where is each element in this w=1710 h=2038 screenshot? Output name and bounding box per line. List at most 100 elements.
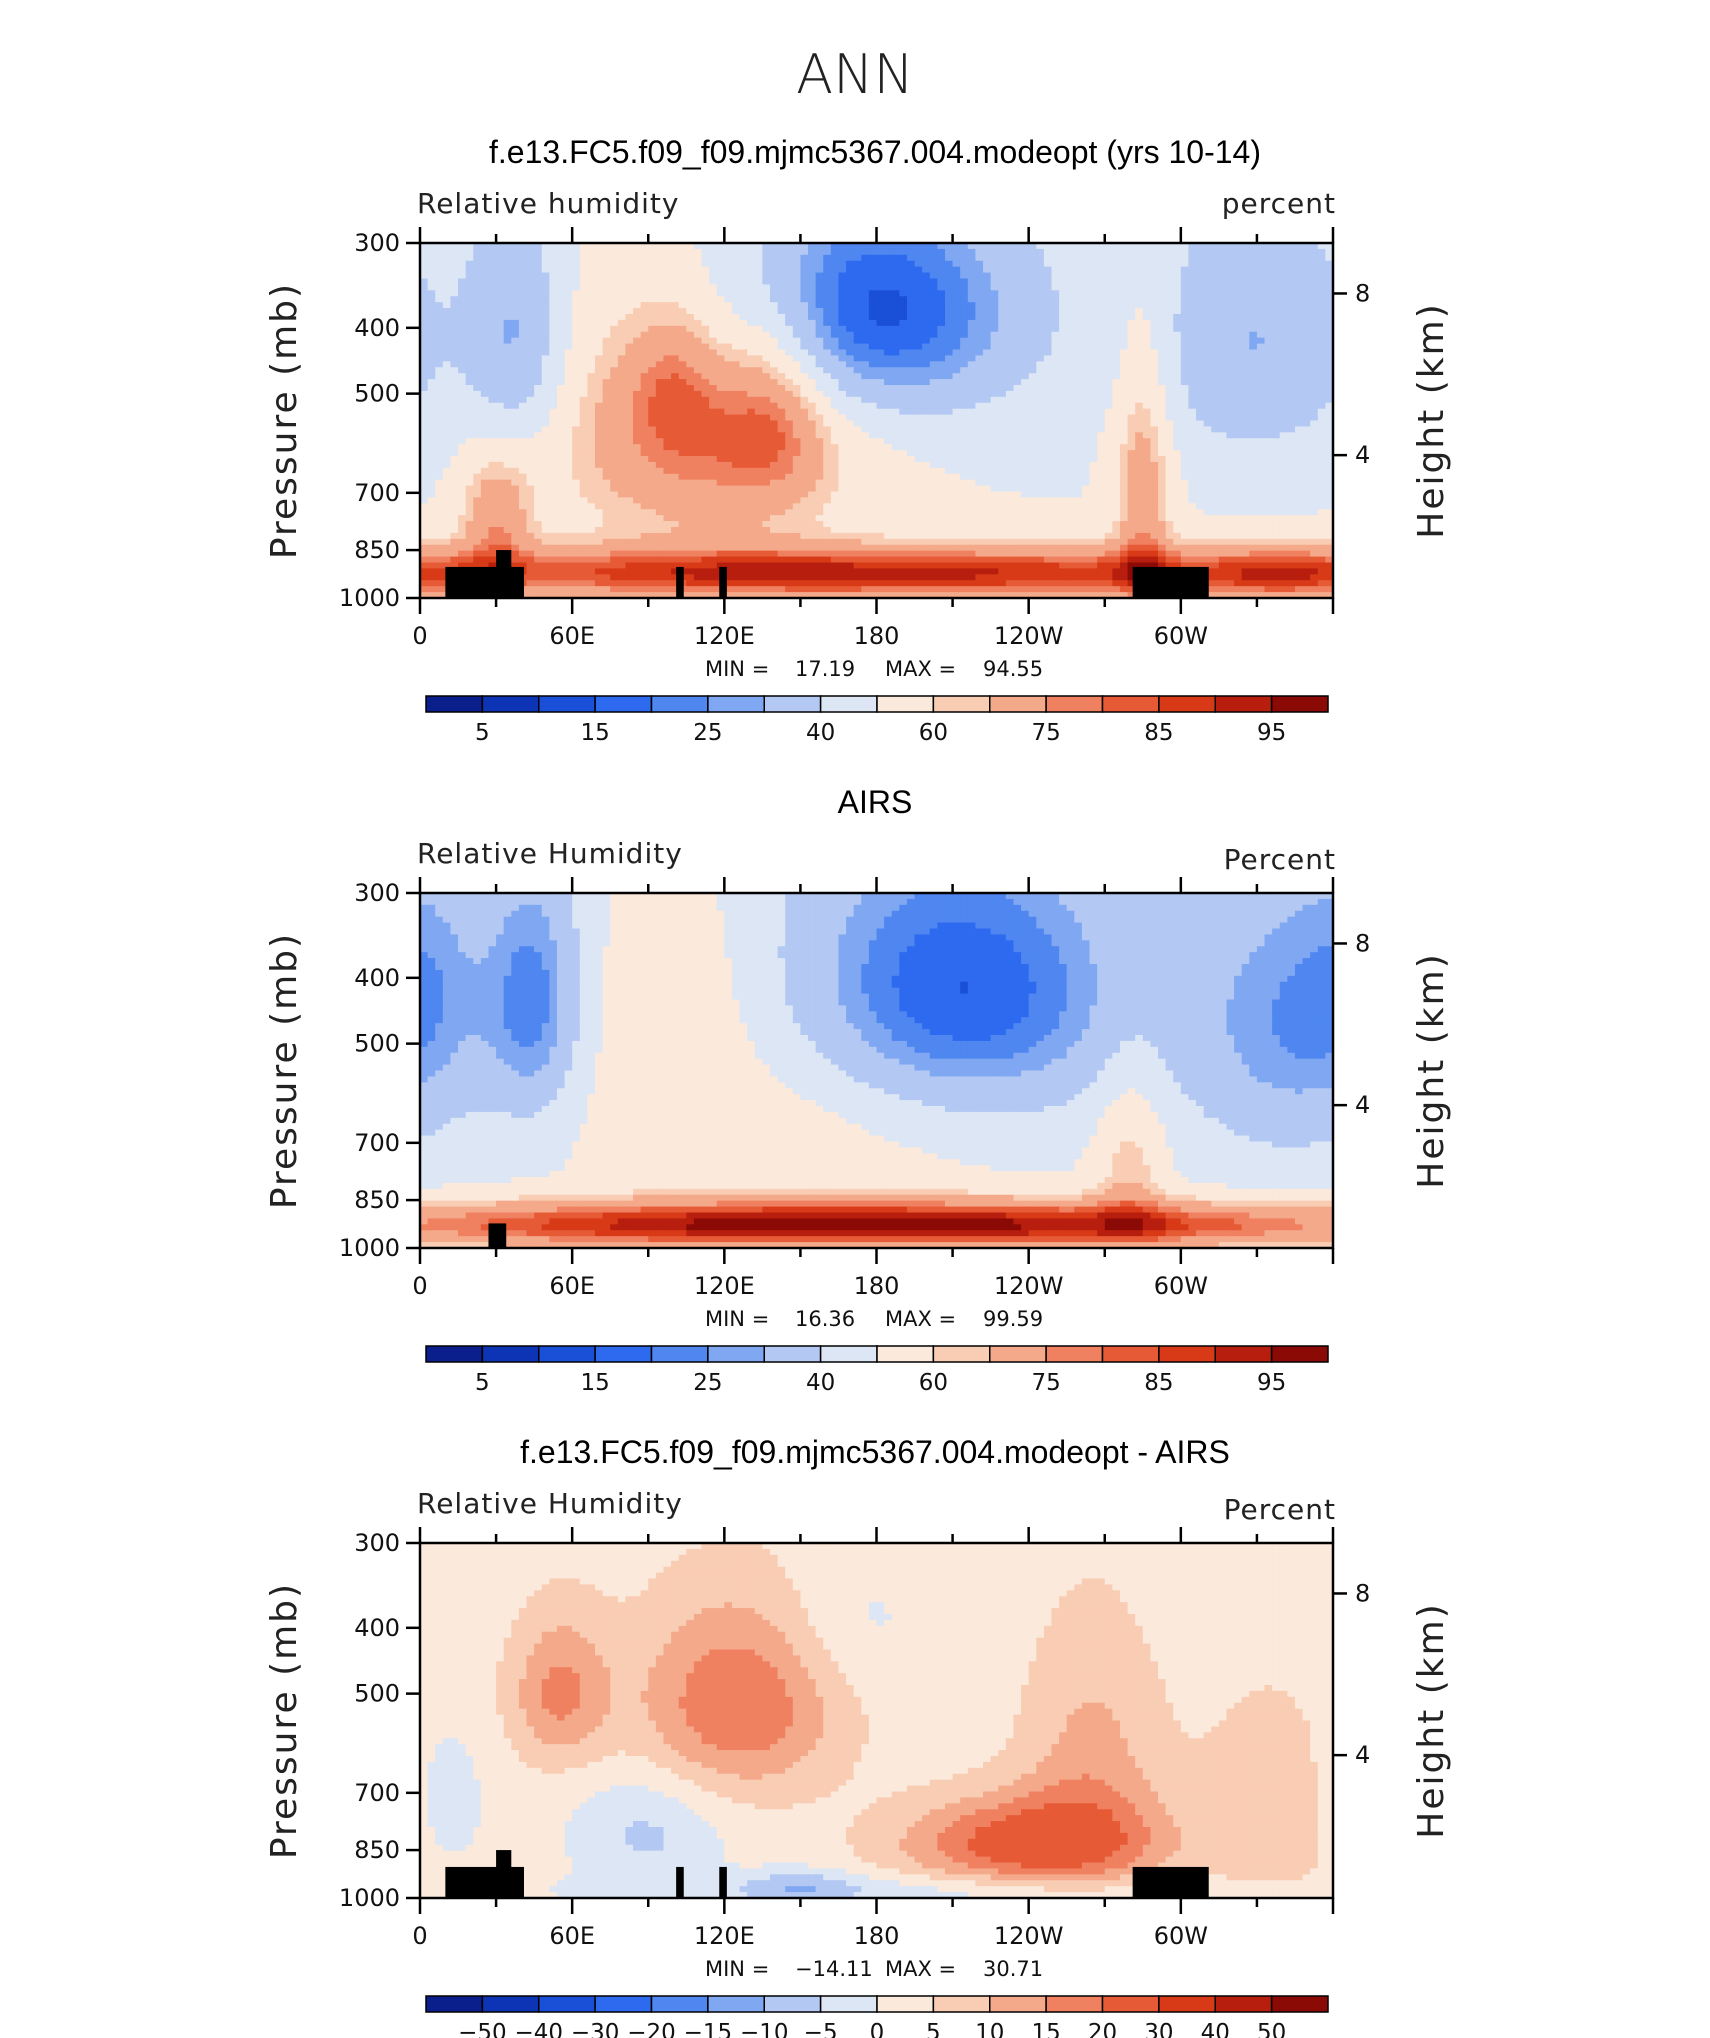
contour-cell bbox=[617, 408, 627, 416]
contour-cell bbox=[754, 456, 763, 463]
contour-cell bbox=[1325, 319, 1333, 327]
contour-cell bbox=[914, 296, 923, 303]
contour-cell bbox=[1059, 296, 1068, 303]
contour-cell bbox=[785, 396, 794, 404]
contour-cell bbox=[1180, 450, 1190, 457]
contour-cell bbox=[944, 379, 954, 386]
contour-cell bbox=[1272, 302, 1281, 309]
contour-cell bbox=[473, 254, 482, 262]
contour-cell bbox=[1180, 272, 1190, 280]
contour-cell bbox=[1234, 402, 1243, 410]
contour-cell bbox=[967, 272, 977, 280]
contour-cell bbox=[861, 444, 870, 451]
contour-cell bbox=[952, 426, 961, 433]
contour-cell bbox=[762, 479, 771, 487]
contour-cell bbox=[701, 385, 710, 392]
contour-cell bbox=[534, 331, 543, 339]
contour-cell bbox=[1150, 319, 1159, 327]
contour-cell bbox=[929, 296, 938, 303]
contour-cell bbox=[1165, 373, 1174, 380]
contour-cell bbox=[587, 379, 596, 386]
contour-cell bbox=[808, 385, 817, 392]
contour-cell bbox=[1310, 266, 1319, 274]
contour-cell bbox=[1249, 355, 1258, 362]
contour-cell bbox=[640, 390, 649, 398]
contour-cell bbox=[876, 290, 885, 297]
contour-cell bbox=[534, 379, 543, 386]
contour-cell bbox=[998, 308, 1007, 315]
contour-cell bbox=[1066, 331, 1075, 339]
contour-cell bbox=[1021, 479, 1030, 487]
contour-cell bbox=[458, 467, 467, 475]
contour-cell bbox=[480, 260, 490, 268]
contour-cell bbox=[1089, 260, 1098, 268]
contour-cell bbox=[1051, 408, 1060, 416]
contour-cell bbox=[1013, 379, 1022, 386]
contour-cell bbox=[503, 266, 512, 274]
contour-cell bbox=[823, 296, 832, 303]
contour-cell bbox=[1256, 248, 1266, 256]
contour-cell bbox=[625, 402, 634, 410]
contour-cell bbox=[693, 260, 703, 268]
contour-cell bbox=[663, 473, 672, 481]
contour-cell bbox=[1021, 254, 1030, 262]
contour-cell bbox=[1142, 373, 1151, 380]
contour-cell bbox=[602, 438, 611, 445]
contour-cell bbox=[1074, 290, 1083, 297]
contour-cell bbox=[488, 456, 497, 463]
contour-cell bbox=[990, 385, 999, 392]
contour-cell bbox=[1196, 314, 1205, 321]
contour-cell bbox=[792, 361, 802, 368]
contour-cell bbox=[526, 408, 535, 416]
contour-cell bbox=[1142, 296, 1151, 303]
contour-cell bbox=[1256, 302, 1266, 309]
contour-cell bbox=[906, 308, 916, 315]
contour-cell bbox=[1249, 390, 1258, 398]
contour-cell bbox=[473, 349, 482, 357]
contour-cell bbox=[587, 248, 596, 256]
contour-cell bbox=[868, 343, 878, 351]
contour-cell bbox=[1036, 355, 1045, 362]
contour-cell bbox=[1310, 396, 1319, 404]
contour-cell bbox=[1264, 385, 1273, 392]
contour-cell bbox=[1165, 314, 1174, 321]
contour-cell bbox=[731, 319, 741, 327]
contour-cell bbox=[1279, 331, 1288, 339]
contour-cell bbox=[526, 254, 535, 262]
contour-cell bbox=[1218, 266, 1228, 274]
contour-cell bbox=[800, 296, 809, 303]
contour-cell bbox=[967, 485, 977, 493]
contour-cell bbox=[861, 426, 870, 433]
contour-cell bbox=[1028, 414, 1037, 422]
contour-cell bbox=[808, 314, 817, 321]
contour-cell bbox=[488, 290, 497, 297]
contour-cell bbox=[503, 485, 512, 493]
contour-cell bbox=[435, 379, 444, 386]
contour-cell bbox=[1119, 278, 1129, 286]
contour-cell bbox=[876, 343, 885, 351]
contour-cell bbox=[891, 349, 900, 357]
contour-cell bbox=[534, 243, 543, 250]
contour-cell bbox=[1021, 426, 1030, 433]
contour-cell bbox=[1325, 260, 1333, 268]
contour-cell bbox=[800, 290, 809, 297]
contour-cell bbox=[442, 396, 452, 404]
contour-cell bbox=[1112, 331, 1121, 339]
contour-cell bbox=[716, 426, 725, 433]
contour-cell bbox=[1051, 367, 1060, 374]
contour-cell bbox=[944, 414, 954, 422]
contour-cell bbox=[633, 450, 642, 457]
contour-cell bbox=[823, 402, 832, 410]
contour-cell bbox=[929, 461, 938, 469]
contour-cell bbox=[1142, 319, 1151, 327]
contour-cell bbox=[1196, 367, 1205, 374]
contour-cell bbox=[1165, 290, 1174, 297]
contour-cell bbox=[998, 343, 1007, 351]
contour-cell bbox=[579, 361, 588, 368]
contour-cell bbox=[587, 331, 596, 339]
contour-cell bbox=[1234, 337, 1243, 345]
contour-cell bbox=[815, 408, 824, 416]
contour-cell bbox=[1272, 473, 1281, 481]
contour-cell bbox=[427, 243, 436, 250]
contour-cell bbox=[1294, 473, 1304, 481]
